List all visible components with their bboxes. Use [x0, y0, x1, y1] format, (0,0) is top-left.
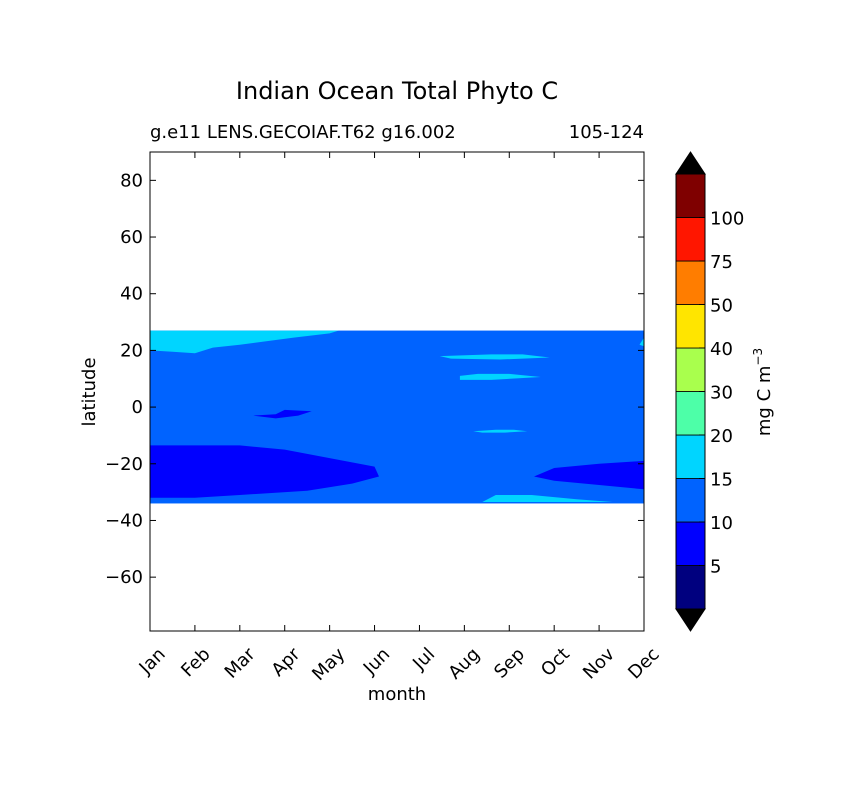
x-tick-label-feb: Feb [177, 644, 214, 681]
colorbar-tick-label-5: 5 [710, 557, 721, 578]
colorbar-swatch-5 [675, 347, 706, 392]
colorbar-tick-label-100: 100 [710, 209, 744, 230]
y-tick-label-0: 0 [132, 397, 143, 418]
contour-region-15-20-8 [639, 337, 644, 347]
x-tick-label-sep: Sep [490, 644, 529, 683]
y-axis: 80 60 40 20 0 −20 −40 −60 [105, 170, 644, 588]
x-tick-label-jul: Jul [408, 644, 439, 675]
colorbar-swatch-9 [675, 173, 706, 218]
colorbar-tick-label-10: 10 [710, 513, 733, 534]
colorbar-swatch-7 [675, 260, 706, 305]
x-tick-label-apr: Apr [268, 643, 305, 680]
contour-region-5-10-1 [534, 460, 644, 490]
plot-area [149, 151, 645, 632]
chart-subtitle-left: g.e11 LENS.GECOIAF.T62 g16.002 [150, 122, 456, 143]
x-tick-label-may: May [308, 644, 349, 685]
x-tick-label-mar: Mar [221, 643, 260, 682]
x-tick-label-oct: Oct [537, 644, 574, 681]
x-axis-label: month [368, 684, 426, 705]
contour-region-15-20-5 [439, 354, 550, 360]
colorbar-extend-over [675, 151, 706, 175]
colorbar-swatch-8 [675, 217, 706, 262]
contour-region-5-10-0 [150, 445, 379, 498]
colorbar-label: mg C m−3 [751, 348, 775, 436]
y-tick-label--20: −20 [105, 454, 143, 475]
chart-title: Indian Ocean Total Phyto C [236, 77, 558, 105]
colorbar-extend-under [675, 608, 706, 632]
colorbar-tick-label-40: 40 [710, 339, 733, 360]
y-tick-label--40: −40 [105, 510, 143, 531]
contour-region-5-10-2 [253, 409, 312, 419]
y-tick-label--60: −60 [105, 567, 143, 588]
y-tick-label-20: 20 [120, 340, 143, 361]
x-tick-label-nov: Nov [579, 644, 619, 684]
colorbar-tick-label-50: 50 [710, 296, 733, 317]
colorbar-label-text: mg C m [754, 366, 775, 437]
x-tick-label-dec: Dec [624, 644, 663, 683]
colorbar-tick-label-30: 30 [710, 383, 733, 404]
colorbar-swatch-1 [675, 521, 706, 566]
colorbar-label-exponent: −3 [751, 348, 765, 366]
plot-frame [149, 151, 645, 632]
colorbar-swatch-3 [675, 434, 706, 479]
colorbar-tick-label-15: 15 [710, 470, 733, 491]
colorbar: 5 10 15 20 30 40 50 75 100 [675, 151, 744, 632]
x-tick-label-aug: Aug [444, 644, 484, 684]
y-tick-label-80: 80 [120, 170, 143, 191]
contour-region-15-20-4 [459, 373, 541, 380]
colorbar-swatch-2 [675, 478, 706, 523]
colorbar-swatch-4 [675, 391, 706, 436]
colorbar-swatch-0 [675, 565, 706, 610]
y-tick-label-40: 40 [120, 284, 143, 305]
y-tick-label-60: 60 [120, 227, 143, 248]
x-tick-label-jun: Jun [359, 644, 394, 679]
colorbar-tick-label-20: 20 [710, 426, 733, 447]
colorbar-tick-label-75: 75 [710, 252, 733, 273]
y-axis-label: latitude [79, 357, 100, 426]
colorbar-swatch-6 [675, 304, 706, 349]
chart-subtitle-right: 105-124 [569, 122, 644, 143]
contour-region-15-20-7 [482, 495, 613, 502]
x-tick-label-jan: Jan [135, 644, 170, 679]
contour-region-15-20-3 [150, 330, 339, 354]
contour-region-15-20-6 [473, 429, 528, 433]
